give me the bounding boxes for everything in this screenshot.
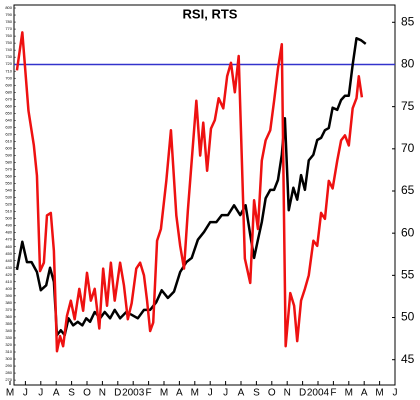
x-tick-label: J: [223, 388, 228, 399]
x-tick-label: A: [176, 388, 183, 399]
y-tick-label: 270: [5, 377, 12, 382]
x-tick-label: D: [114, 388, 121, 399]
x-tick-label: J: [208, 388, 213, 399]
x-tick-label: M: [6, 388, 14, 399]
y2-tick-label: 85: [401, 14, 415, 28]
y-tick-label: 390: [5, 293, 12, 298]
y-tick-label: 560: [5, 174, 12, 179]
x-tick-label: F: [330, 388, 336, 399]
y2-tick-label: 55: [401, 268, 415, 282]
y-tick-label: 350: [5, 321, 12, 326]
x-tick-label: J: [393, 388, 398, 399]
x-tick-label: N: [284, 388, 291, 399]
y2-tick-label: 50: [401, 310, 415, 324]
x-tick-label: N: [99, 388, 106, 399]
y-tick-label: 530: [5, 195, 12, 200]
x-tick-label: A: [238, 388, 245, 399]
y-tick-label: 580: [5, 160, 12, 165]
y-tick-label: 700: [5, 75, 12, 80]
y-tick-label: 490: [5, 223, 12, 228]
y-tick-label: 430: [5, 265, 12, 270]
y2-tick-label: 75: [401, 99, 415, 113]
y-tick-label: 740: [5, 47, 12, 52]
y-tick-label: 710: [5, 68, 12, 73]
y-tick-label: 540: [5, 188, 12, 193]
y-tick-label: 290: [5, 363, 12, 368]
y-tick-label: 370: [5, 307, 12, 312]
y-tick-label: 720: [5, 61, 12, 66]
y-tick-label: 450: [5, 251, 12, 256]
y-tick-label: 680: [5, 89, 12, 94]
x-tick-label: 2004: [307, 388, 330, 399]
y-tick-label: 800: [5, 5, 12, 10]
y-tick-label: 440: [5, 258, 12, 263]
y-tick-label: 410: [5, 279, 12, 284]
x-tick-label: A: [53, 388, 60, 399]
chart-title: RSI, RTS: [183, 6, 238, 21]
series-line: [15, 31, 364, 353]
y-tick-label: 330: [5, 335, 12, 340]
x-tick-label: M: [160, 388, 168, 399]
y-tick-label: 470: [5, 237, 12, 242]
y-tick-label: 620: [5, 131, 12, 136]
x-tick-label: 2003: [122, 388, 145, 399]
y-tick-label: 670: [5, 96, 12, 101]
y-tick-label: 310: [5, 349, 12, 354]
y-tick-label: 690: [5, 82, 12, 87]
y-tick-label: 570: [5, 167, 12, 172]
y-tick-label: 280: [5, 370, 12, 375]
y-tick-label: 730: [5, 54, 12, 59]
y-tick-label: 520: [5, 202, 12, 207]
x-tick-label: M: [345, 388, 353, 399]
x-tick-label: S: [68, 388, 75, 399]
y-tick-label: 480: [5, 230, 12, 235]
y-tick-label: 420: [5, 272, 12, 277]
y2-tick-label: 65: [401, 183, 415, 197]
y-tick-label: 550: [5, 181, 12, 186]
y-tick-label: 660: [5, 103, 12, 108]
y-tick-label: 340: [5, 328, 12, 333]
y-tick-label: 380: [5, 300, 12, 305]
x-tick-label: O: [83, 388, 91, 399]
y-tick-label: 590: [5, 153, 12, 158]
y-tick-label: 360: [5, 314, 12, 319]
y-tick-label: 770: [5, 26, 12, 31]
x-tick-label: O: [268, 388, 276, 399]
x-tick-label: S: [253, 388, 260, 399]
y-tick-label: 600: [5, 145, 12, 150]
y-tick-label: 640: [5, 117, 12, 122]
y2-tick-label: 60: [401, 225, 415, 239]
y-tick-label: 500: [5, 216, 12, 221]
x-tick-label: M: [375, 388, 383, 399]
x-tick-label: A: [361, 388, 368, 399]
y-tick-label: 610: [5, 138, 12, 143]
y-tick-label: 320: [5, 342, 12, 347]
x-tick-label: D: [299, 388, 306, 399]
x-tick-label: F: [146, 388, 152, 399]
y-tick-label: 400: [5, 286, 12, 291]
y-tick-label: 300: [5, 356, 12, 361]
y-tick-label: 790: [5, 12, 12, 17]
y2-tick-label: 45: [401, 352, 415, 366]
series-line: [15, 36, 367, 337]
plot-frame: [13, 4, 396, 386]
y2-tick-label: 80: [401, 57, 415, 71]
y2-tick-label: 70: [401, 141, 415, 155]
y-tick-label: 780: [5, 19, 12, 24]
y-tick-label: 750: [5, 40, 12, 45]
y-tick-label: 650: [5, 110, 12, 115]
y-tick-label: 460: [5, 244, 12, 249]
x-tick-label: J: [23, 388, 28, 399]
x-tick-label: J: [38, 388, 43, 399]
y-tick-label: 510: [5, 209, 12, 214]
x-tick-label: M: [191, 388, 199, 399]
y-tick-label: 630: [5, 124, 12, 129]
y-tick-label: 760: [5, 33, 12, 38]
